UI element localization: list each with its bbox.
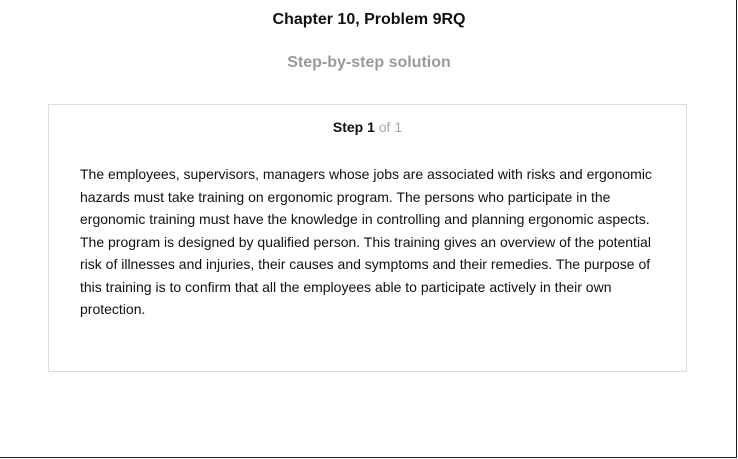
step-header: Step 1 of 1 (49, 119, 686, 135)
chapter-title: Chapter 10, Problem 9RQ (272, 11, 466, 28)
solution-subtitle: Step-by-step solution (287, 54, 451, 71)
step-body-text: The employees, supervisors, managers who… (80, 166, 652, 317)
step-card: Step 1 of 1 The employees, supervisors, … (48, 104, 687, 372)
step-count: of 1 (378, 119, 403, 135)
step-label: Step 1 (332, 119, 375, 135)
